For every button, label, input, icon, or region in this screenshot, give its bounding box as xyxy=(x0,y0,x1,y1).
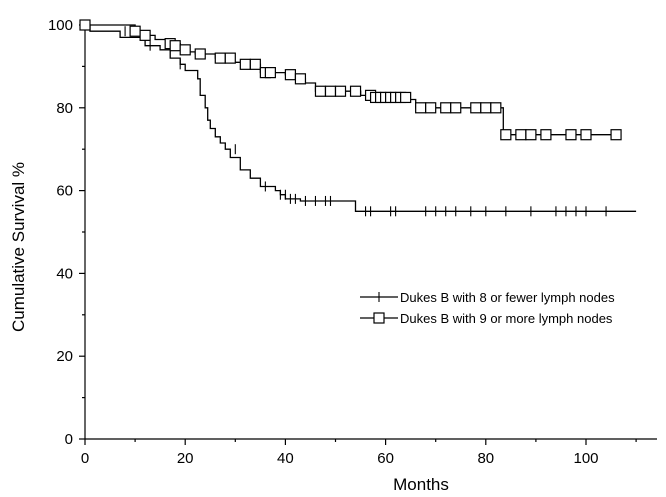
y-tick-label: 60 xyxy=(56,183,73,200)
censor-square-mark xyxy=(515,129,527,141)
censor-square-mark xyxy=(565,129,577,141)
survival-curve xyxy=(85,24,637,212)
series-1 xyxy=(85,24,637,217)
legend-item: Dukes B with 8 or fewer lymph nodes xyxy=(360,290,615,305)
censor-square-mark xyxy=(610,129,622,141)
censor-square-mark xyxy=(324,85,337,97)
censor-square-mark xyxy=(284,69,297,81)
censor-square-mark xyxy=(129,25,141,37)
x-tick-label: 60 xyxy=(377,450,394,467)
censor-square-mark xyxy=(349,85,362,97)
censor-square-mark xyxy=(450,102,462,114)
x-ticks: 0 20 40 60 80 100 xyxy=(81,439,637,467)
censor-square-mark xyxy=(224,52,236,64)
censor-square-mark xyxy=(239,58,251,70)
censor-square-mark xyxy=(490,102,502,114)
legend: Dukes B with 8 or fewer lymph nodes Dukes… xyxy=(360,290,615,326)
x-tick-label: 20 xyxy=(177,450,194,467)
censor-square-mark xyxy=(400,91,412,104)
censor-square-mark xyxy=(540,129,552,141)
censor-square-mark xyxy=(470,102,482,114)
y-tick-label: 100 xyxy=(48,17,73,34)
censor-square-mark xyxy=(139,29,151,41)
censor-square-mark xyxy=(440,102,452,114)
censor-square-mark xyxy=(480,102,492,114)
x-tick-label: 80 xyxy=(477,450,494,467)
censor-square-mark xyxy=(249,58,261,70)
y-tick-label: 0 xyxy=(65,431,73,448)
censor-square-mark xyxy=(525,129,537,141)
y-tick-label: 20 xyxy=(56,348,73,365)
x-axis-title: Months xyxy=(393,475,449,494)
y-tick-label: 40 xyxy=(56,265,73,282)
y-ticks: 0 20 40 60 80 100 xyxy=(48,17,85,448)
legend-label: Dukes B with 9 or more lymph nodes xyxy=(400,311,613,326)
censor-square-mark xyxy=(264,67,276,79)
legend-label: Dukes B with 8 or fewer lymph nodes xyxy=(400,290,615,305)
censor-square-mark xyxy=(179,44,191,56)
series-layer xyxy=(79,19,637,217)
censor-square-mark xyxy=(194,48,206,60)
censor-square-mark xyxy=(314,85,327,97)
censor-square-mark xyxy=(294,73,307,85)
censor-square-mark xyxy=(500,129,512,141)
legend-square-marker xyxy=(373,312,385,324)
legend-item: Dukes B with 9 or more lymph nodes xyxy=(360,311,613,326)
axes: 0 20 40 60 80 100 0 20 40 60 80 100 xyxy=(48,17,657,467)
censor-square-mark xyxy=(580,129,592,141)
censor-square-mark xyxy=(169,40,181,52)
censor-square-mark xyxy=(214,52,226,64)
x-tick-label: 100 xyxy=(573,450,598,467)
censor-square-mark xyxy=(79,19,91,31)
censor-square-mark xyxy=(425,102,437,114)
y-axis-title: Cumulative Survival % xyxy=(9,162,28,332)
censor-square-mark xyxy=(334,85,347,97)
y-tick-label: 80 xyxy=(56,100,73,117)
x-tick-label: 40 xyxy=(277,450,294,467)
series-2 xyxy=(79,19,622,141)
x-tick-label: 0 xyxy=(81,450,89,467)
censor-square-mark xyxy=(415,102,427,114)
